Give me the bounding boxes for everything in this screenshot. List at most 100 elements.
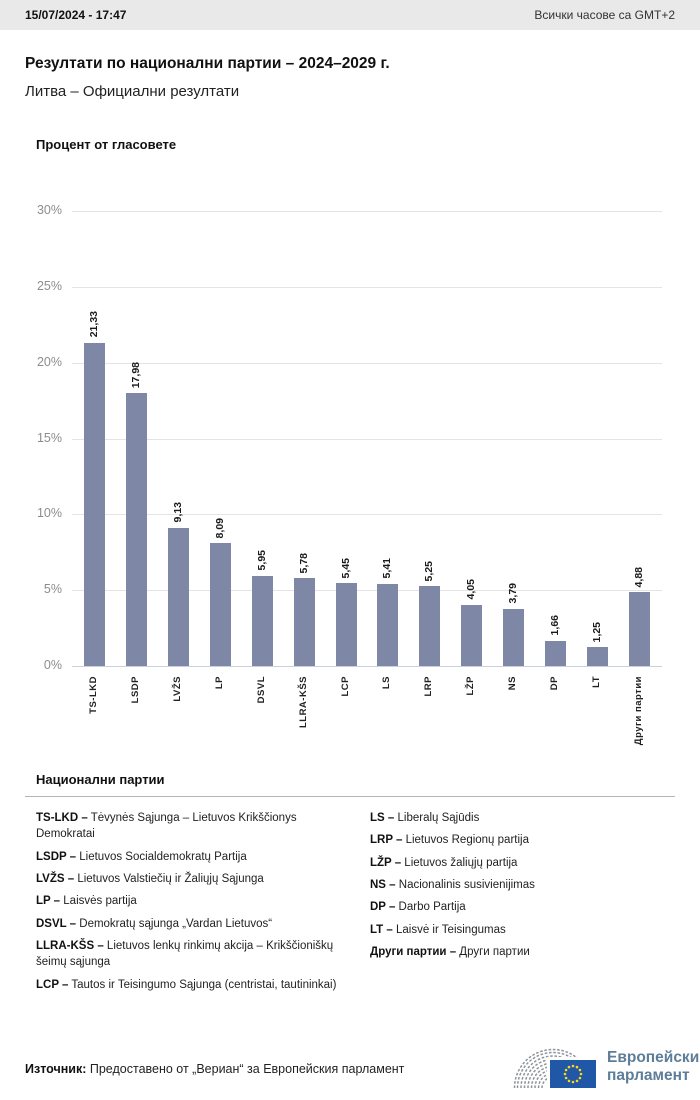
bar [586, 647, 608, 666]
party-name: Laisvės partija [60, 895, 137, 908]
x-axis-label: Други партии [632, 676, 644, 746]
party-abbr: NS – [370, 878, 396, 891]
y-axis-tick: 30% [36, 203, 62, 217]
european-parliament-logo: Европейски парламент [507, 1036, 699, 1098]
bar-value-label: 3,79 [507, 583, 519, 604]
bar-value-label: 5,45 [339, 557, 352, 579]
y-axis-tick: 5% [43, 582, 62, 597]
source-text: Предоставено от „Вериан“ за Европейския … [89, 1062, 405, 1076]
party-definition: LS – Liberalų Sąjūdis [370, 810, 675, 826]
bar [251, 575, 273, 666]
header-timezone-note: Всички часове са GMT+2 [534, 8, 675, 22]
y-axis-tick: 10% [36, 506, 62, 521]
bar-value-label: 4,88 [632, 566, 645, 587]
x-axis-label: LVŽS [172, 676, 184, 702]
party-definition: LP – Laisvės partija [36, 893, 348, 909]
party-definition: LSDP – Lietuvos Socialdemokratų Partija [36, 849, 348, 865]
page-subtitle: Литва – Официални резултати [25, 83, 240, 100]
x-axis-label: LCP [339, 676, 351, 697]
party-definition: LT – Laisvė ir Teisingumas [370, 922, 675, 938]
party-name: Lietuvos Socialdemokratų Partija [76, 850, 247, 863]
page-title: Резултати по национални партии – 2024–20… [25, 55, 390, 72]
bar [461, 604, 483, 666]
bar [126, 393, 148, 666]
party-name: Lietuvos žaliųjų partija [401, 856, 518, 869]
x-axis-label: NS [507, 676, 518, 691]
party-definition: DP – Darbo Partija [370, 899, 675, 915]
logo-text-line1: Европейски [607, 1049, 700, 1066]
party-abbr: LŽP – [370, 856, 402, 869]
logo-text: Европейски парламент [607, 1049, 699, 1085]
y-axis-tick: 20% [36, 354, 62, 369]
bar [168, 527, 190, 666]
bar-value-label: 8,09 [214, 517, 226, 539]
eu-flag-icon [547, 1057, 599, 1091]
party-name: Lietuvos Regionų partija [402, 834, 529, 847]
party-definition: LCP – Tautos ir Teisingumo Sąjunga (cent… [36, 977, 348, 993]
gridline [72, 286, 662, 288]
party-definition: LRP – Lietuvos Regionų partija [370, 832, 675, 848]
gridline [72, 438, 662, 440]
logo-text-line2: парламент [607, 1066, 690, 1084]
eu-flag-stars [550, 1060, 596, 1088]
x-axis-label: TS-LKD [88, 676, 100, 714]
bar-value-label: 5,78 [297, 552, 310, 574]
bar-value-label: 9,13 [172, 502, 185, 523]
legend-columns: TS-LKD – Tėvynės Sąjunga – Lietuvos Krik… [36, 810, 675, 999]
y-axis-tick: 0% [43, 658, 62, 672]
party-definition: LLRA-KŠS – Lietuvos lenkų rinkimų akcija… [36, 938, 348, 971]
gridline [72, 514, 662, 516]
bar-value-label: 21,33 [88, 311, 101, 338]
source-line: Източник: Предоставено от „Вериан“ за Ев… [25, 1062, 404, 1076]
party-abbr: LRP – [370, 834, 403, 847]
party-name: Lietuvos Valstiečių ir Žaliųjų Sąjunga [74, 872, 264, 885]
header-bar: 15/07/2024 - 17:47 Всички часове са GMT+… [0, 0, 700, 30]
party-abbr: LSDP – [36, 850, 77, 863]
legend-column-left: TS-LKD – Tėvynės Sąjunga – Lietuvos Krik… [36, 810, 348, 999]
source-label: Източник: [25, 1062, 87, 1076]
bar [628, 592, 650, 666]
party-abbr: LT – [370, 923, 393, 936]
party-definition: TS-LKD – Tėvynės Sąjunga – Lietuvos Krik… [36, 810, 348, 843]
bar [335, 583, 357, 666]
party-definition: Други партии – Други партии [370, 944, 675, 960]
party-name: Tėvynės Sąjunga – Lietuvos Krikščionys D… [36, 812, 297, 841]
bar-value-label: 4,05 [465, 579, 478, 600]
header-datetime: 15/07/2024 - 17:47 [25, 8, 127, 22]
bar [377, 583, 399, 666]
party-name: Laisvė ir Teisingumas [392, 923, 506, 936]
bar [84, 342, 106, 666]
party-definition: DSVL – Demokratų sąjunga „Vardan Lietuvo… [36, 916, 348, 932]
bar-value-label: 17,98 [130, 362, 143, 389]
bar-value-label: 5,95 [255, 550, 268, 571]
y-axis-tick: 15% [36, 430, 62, 445]
party-definition: NS – Nacionalinis susivienijimas [370, 877, 675, 893]
bar [293, 578, 315, 666]
party-abbr: Други партии – [370, 945, 457, 958]
party-legend: Национални партии TS-LKD – Tėvynės Sąjun… [25, 772, 675, 999]
bar-value-label: 5,25 [423, 560, 436, 582]
x-axis-label: LP [214, 676, 225, 690]
party-abbr: DP – [370, 901, 396, 914]
x-axis-label: LLRA-KŠS [297, 676, 309, 729]
legend-heading: Национални партии [36, 772, 165, 787]
x-axis-label: LSDP [130, 676, 142, 704]
bar-value-label: 5,41 [381, 558, 394, 579]
chart-title: Процент от гласовете [36, 137, 177, 152]
party-name: Други партии [456, 945, 530, 958]
party-abbr: LS – [370, 812, 395, 824]
party-abbr: LCP – [36, 978, 69, 991]
gridline [72, 666, 662, 667]
party-name: Tautos ir Teisingumo Sąjunga (centristai… [68, 978, 337, 991]
party-abbr: LP – [36, 895, 61, 908]
bar [210, 543, 231, 666]
y-axis-tick: 25% [36, 278, 62, 293]
party-abbr: LVŽS – [36, 872, 75, 885]
x-axis-label: DSVL [255, 676, 267, 704]
party-definition: LVŽS – Lietuvos Valstiečių ir Žaliųjų Są… [36, 871, 348, 887]
bar [544, 640, 566, 666]
party-abbr: DSVL – [36, 917, 77, 930]
party-abbr: TS-LKD – [36, 812, 88, 824]
party-name: Demokratų sąjunga „Vardan Lietuvos“ [76, 917, 273, 930]
